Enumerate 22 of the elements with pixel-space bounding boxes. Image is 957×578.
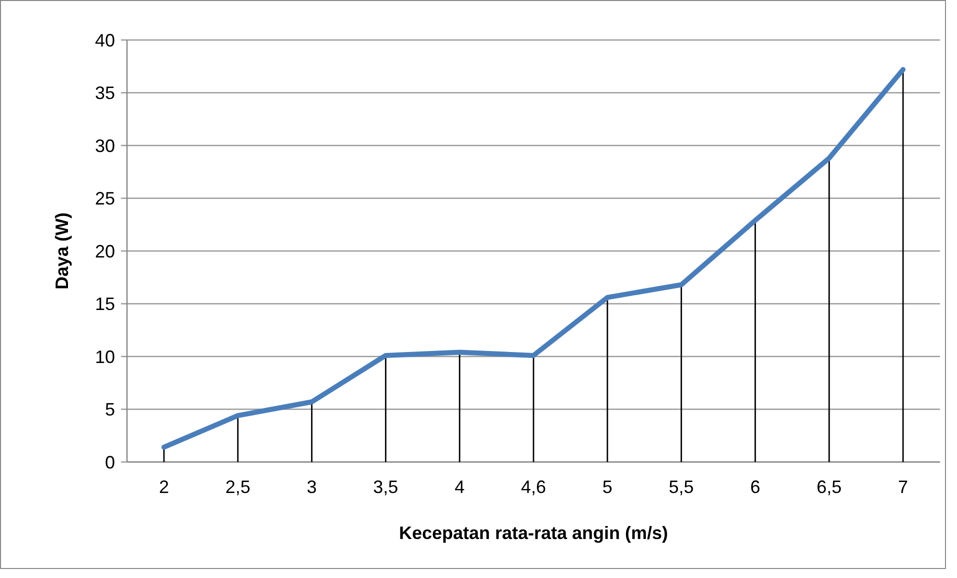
- x-tick-label: 3,5: [373, 477, 398, 497]
- x-tick-label: 6: [750, 477, 760, 497]
- y-tick-label: 5: [104, 400, 115, 420]
- y-tick-label: 40: [94, 30, 115, 50]
- x-tick-label: 5: [602, 477, 612, 497]
- x-tick-label: 2,5: [225, 477, 250, 497]
- x-tick-label: 2: [158, 477, 169, 497]
- x-tick-label: 7: [898, 477, 908, 497]
- y-tick-label: 30: [94, 136, 115, 156]
- y-tick-label: 35: [94, 83, 115, 104]
- y-tick-label: 0: [104, 452, 115, 472]
- x-tick-label: 3: [306, 477, 317, 497]
- x-tick-label: 6,5: [816, 477, 842, 497]
- y-tick-label: 20: [94, 241, 115, 262]
- y-axis-title: Daya (W): [52, 212, 72, 290]
- x-tick-label: 4,6: [520, 477, 546, 497]
- y-tick-label: 10: [94, 346, 115, 367]
- y-tick-label: 15: [94, 294, 115, 314]
- x-tick-label: 4: [454, 477, 465, 497]
- y-tick-label: 25: [94, 188, 115, 209]
- x-tick-label: 5,5: [668, 477, 694, 497]
- x-axis-title: Kecepatan rata-rata angin (m/s): [398, 523, 668, 543]
